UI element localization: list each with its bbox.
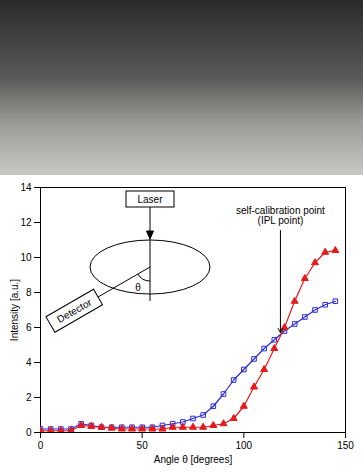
svg-text:6: 6 <box>26 322 32 333</box>
svg-text:Detector: Detector <box>55 296 94 325</box>
svg-text:8: 8 <box>26 287 32 298</box>
svg-text:12: 12 <box>20 217 32 228</box>
svg-text:0: 0 <box>38 440 44 451</box>
svg-text:θ: θ <box>135 282 141 293</box>
svg-text:Intensity [a.u.]: Intensity [a.u.] <box>9 279 20 341</box>
svg-text:100: 100 <box>235 440 252 451</box>
svg-text:4: 4 <box>26 357 32 368</box>
svg-text:2: 2 <box>26 392 32 403</box>
svg-text:Laser: Laser <box>137 194 163 205</box>
svg-text:50: 50 <box>137 440 149 451</box>
svg-text:self-calibration point(IPL poi: self-calibration point(IPL point) <box>236 205 325 226</box>
svg-text:0: 0 <box>26 427 32 438</box>
svg-text:Angle θ [degrees]: Angle θ [degrees] <box>154 454 233 465</box>
svg-text:14: 14 <box>20 182 32 193</box>
svg-text:10: 10 <box>20 252 32 263</box>
svg-text:150: 150 <box>337 440 354 451</box>
